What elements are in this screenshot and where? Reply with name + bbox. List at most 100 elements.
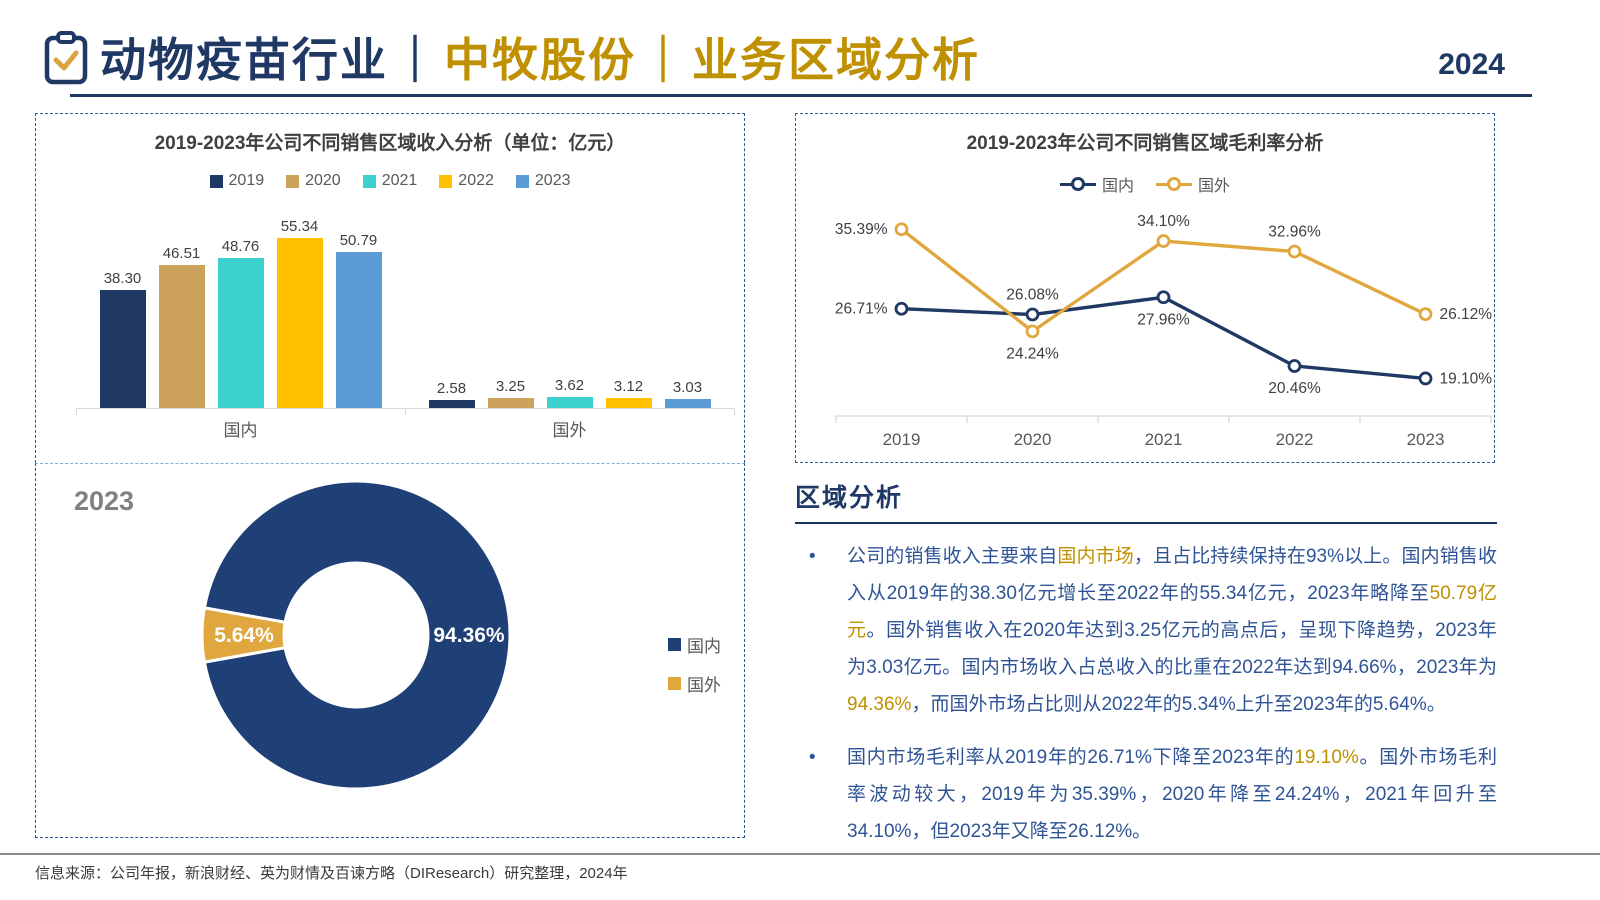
title-company: 中牧股份 xyxy=(444,34,636,86)
data-point-marker xyxy=(1287,359,1302,373)
page-footer: 信息来源：公司年报，新浪财经、英为财情及百谏方略（DIResearch）研究整理… xyxy=(35,862,628,883)
x-axis-label: 2023 xyxy=(1407,430,1445,449)
line-series-marker-icon xyxy=(1059,177,1096,191)
bar xyxy=(217,258,264,408)
highlighted-text: 94.36% xyxy=(847,694,912,715)
legend-swatch-icon xyxy=(668,677,681,690)
donut-chart: 94.36% 5.64% xyxy=(200,479,512,791)
data-point-marker xyxy=(1287,244,1302,259)
x-axis-label: 2021 xyxy=(1145,430,1183,449)
data-point-marker xyxy=(894,222,909,237)
bar-column: 2.58 xyxy=(428,380,475,408)
page-title: 动物疫苗行业｜中牧股份｜业务区域分析 xyxy=(100,24,980,90)
data-point-marker xyxy=(1156,234,1171,248)
data-point-label: 26.12% xyxy=(1440,306,1493,323)
data-point-label: 32.96% xyxy=(1268,223,1321,240)
bar-value-label: 55.34 xyxy=(280,218,319,236)
text-segment: 。国外销售收入在2020年达到3.25亿元的高点后，呈现下降趋势，2023年为3… xyxy=(847,620,1497,678)
highlighted-text: 国内市场 xyxy=(1057,546,1134,567)
legend-swatch-icon xyxy=(439,174,453,188)
analysis-title-underline xyxy=(795,522,1497,524)
data-point-marker xyxy=(894,301,909,316)
bar-value-label: 3.62 xyxy=(554,376,585,394)
legend-swatch-icon xyxy=(515,174,529,188)
legend-swatch-icon xyxy=(362,174,376,188)
bar-column: 3.25 xyxy=(487,378,534,408)
donut-legend: 国内 国外 xyxy=(668,632,721,696)
text-segment: ，且占比持续保持在93%以上。国内销售收入从2019年的38.30亿元增长至20… xyxy=(847,546,1497,604)
donut-year-label: 2023 xyxy=(74,486,135,516)
bar-plot: 38.30 46.51 48.76 55.34 50.79 2.58 3.25 3.62 3.1… xyxy=(75,212,735,415)
bar xyxy=(428,400,475,408)
x-axis-label: 2020 xyxy=(1014,430,1052,449)
line-chart-title: 2019-2023年公司不同销售区域毛利率分析 xyxy=(966,133,1324,154)
bar-value-label: 38.30 xyxy=(103,270,142,288)
footer-divider xyxy=(0,853,1600,855)
bar-value-label: 48.76 xyxy=(221,238,260,256)
legend-label: 2022 xyxy=(458,172,494,189)
legend-label: 国外 xyxy=(687,676,721,695)
title-topic: 业务区域分析 xyxy=(692,34,980,86)
bar-column: 46.51 xyxy=(158,245,205,408)
bar-group-国外: 2.58 3.25 3.62 3.12 3.03 xyxy=(405,212,734,408)
bar xyxy=(546,396,593,408)
bar-column: 38.30 xyxy=(99,270,146,408)
legend-label: 国内 xyxy=(687,637,721,656)
data-point-label: 35.39% xyxy=(835,221,888,238)
gross-margin-line-chart-panel: 2019-2023年公司不同销售区域毛利率分析 国内 国外 2019 2020 202… xyxy=(795,113,1495,463)
axis-tick xyxy=(733,408,735,415)
bar-column: 55.34 xyxy=(276,218,323,408)
donut-label-国外: 5.64% xyxy=(214,624,274,647)
category-label-国外: 国外 xyxy=(552,421,587,440)
bar-chart-legend: 2019 2020 2021 2022 2023 xyxy=(36,172,744,190)
bar-column: 3.62 xyxy=(546,376,593,408)
data-point-label: 34.10% xyxy=(1137,213,1190,230)
clipboard-check-icon xyxy=(44,31,88,85)
analysis-section: 区域分析 公司的销售收入主要来自国内市场，且占比持续保持在93%以上。国内销售收… xyxy=(795,478,1497,866)
text-segment: ，而国外市场占比则从2022年的5.34%上升至2023年的5.64%。 xyxy=(911,694,1446,715)
data-point-label: 27.96% xyxy=(1137,311,1190,328)
legend-label: 2021 xyxy=(381,172,418,189)
x-axis-label: 2019 xyxy=(883,430,921,449)
report-year: 2024 xyxy=(1438,48,1505,81)
data-point-marker xyxy=(1025,324,1040,339)
analysis-title: 区域分析 xyxy=(795,484,904,512)
legend-swatch-icon xyxy=(209,174,223,188)
source-note: 信息来源：公司年报，新浪财经、英为财情及百谏方略（DIResearch）研究整理… xyxy=(35,865,628,882)
analysis-bullets: 公司的销售收入主要来自国内市场，且占比持续保持在93%以上。国内销售收入从201… xyxy=(795,538,1497,850)
data-point-label: 26.71% xyxy=(835,301,888,318)
revenue-bar-chart-panel: 2019-2023年公司不同销售区域收入分析（单位：亿元） 2019 2020 20… xyxy=(35,113,745,463)
line-series-国内 xyxy=(901,295,1426,381)
bar-group-国内: 38.30 46.51 48.76 55.34 50.79 xyxy=(76,212,405,408)
legend-item-国外: 国外 xyxy=(1156,172,1230,196)
bar-column: 50.79 xyxy=(335,232,382,408)
title-separator-2: ｜ xyxy=(640,34,688,86)
data-point-marker xyxy=(1156,290,1171,305)
legend-item-国外: 国外 xyxy=(668,671,721,696)
data-point-label: 20.46% xyxy=(1268,380,1321,397)
bar-value-label: 3.03 xyxy=(672,378,703,396)
legend-item-2019: 2019 xyxy=(209,172,264,190)
legend-label: 2023 xyxy=(534,172,571,189)
legend-item-2021: 2021 xyxy=(362,172,418,190)
bar-chart-title: 2019-2023年公司不同销售区域收入分析（单位：亿元） xyxy=(154,133,626,154)
analysis-bullet-1: 公司的销售收入主要来自国内市场，且占比持续保持在93%以上。国内销售收入从201… xyxy=(795,538,1497,723)
line-series-marker-icon xyxy=(1156,177,1192,191)
axis-tick xyxy=(404,408,406,415)
bar-value-label: 50.79 xyxy=(339,232,378,250)
legend-swatch-icon xyxy=(668,638,681,651)
x-axis-label: 2022 xyxy=(1276,430,1314,449)
highlighted-text: 19.10% xyxy=(1294,747,1359,768)
bar-category-labels: 国内 国外 xyxy=(76,416,734,441)
data-point-label: 19.10% xyxy=(1440,370,1493,387)
revenue-share-donut-panel: 2023 94.36% 5.64% 国内国外 xyxy=(35,463,745,838)
line-chart-legend: 国内 国外 xyxy=(796,172,1494,196)
legend-label: 2020 xyxy=(305,172,341,189)
donut-slice-国外 xyxy=(200,606,287,664)
line-marker-dot-icon xyxy=(1070,177,1085,191)
text-segment: 国内市场毛利率从2019年的26.71%下降至2023年的 xyxy=(847,747,1295,768)
bar-value-label: 3.12 xyxy=(613,378,644,396)
data-point-label: 26.08% xyxy=(1006,287,1059,304)
legend-item-2023: 2023 xyxy=(515,172,571,190)
legend-swatch-icon xyxy=(286,174,300,188)
